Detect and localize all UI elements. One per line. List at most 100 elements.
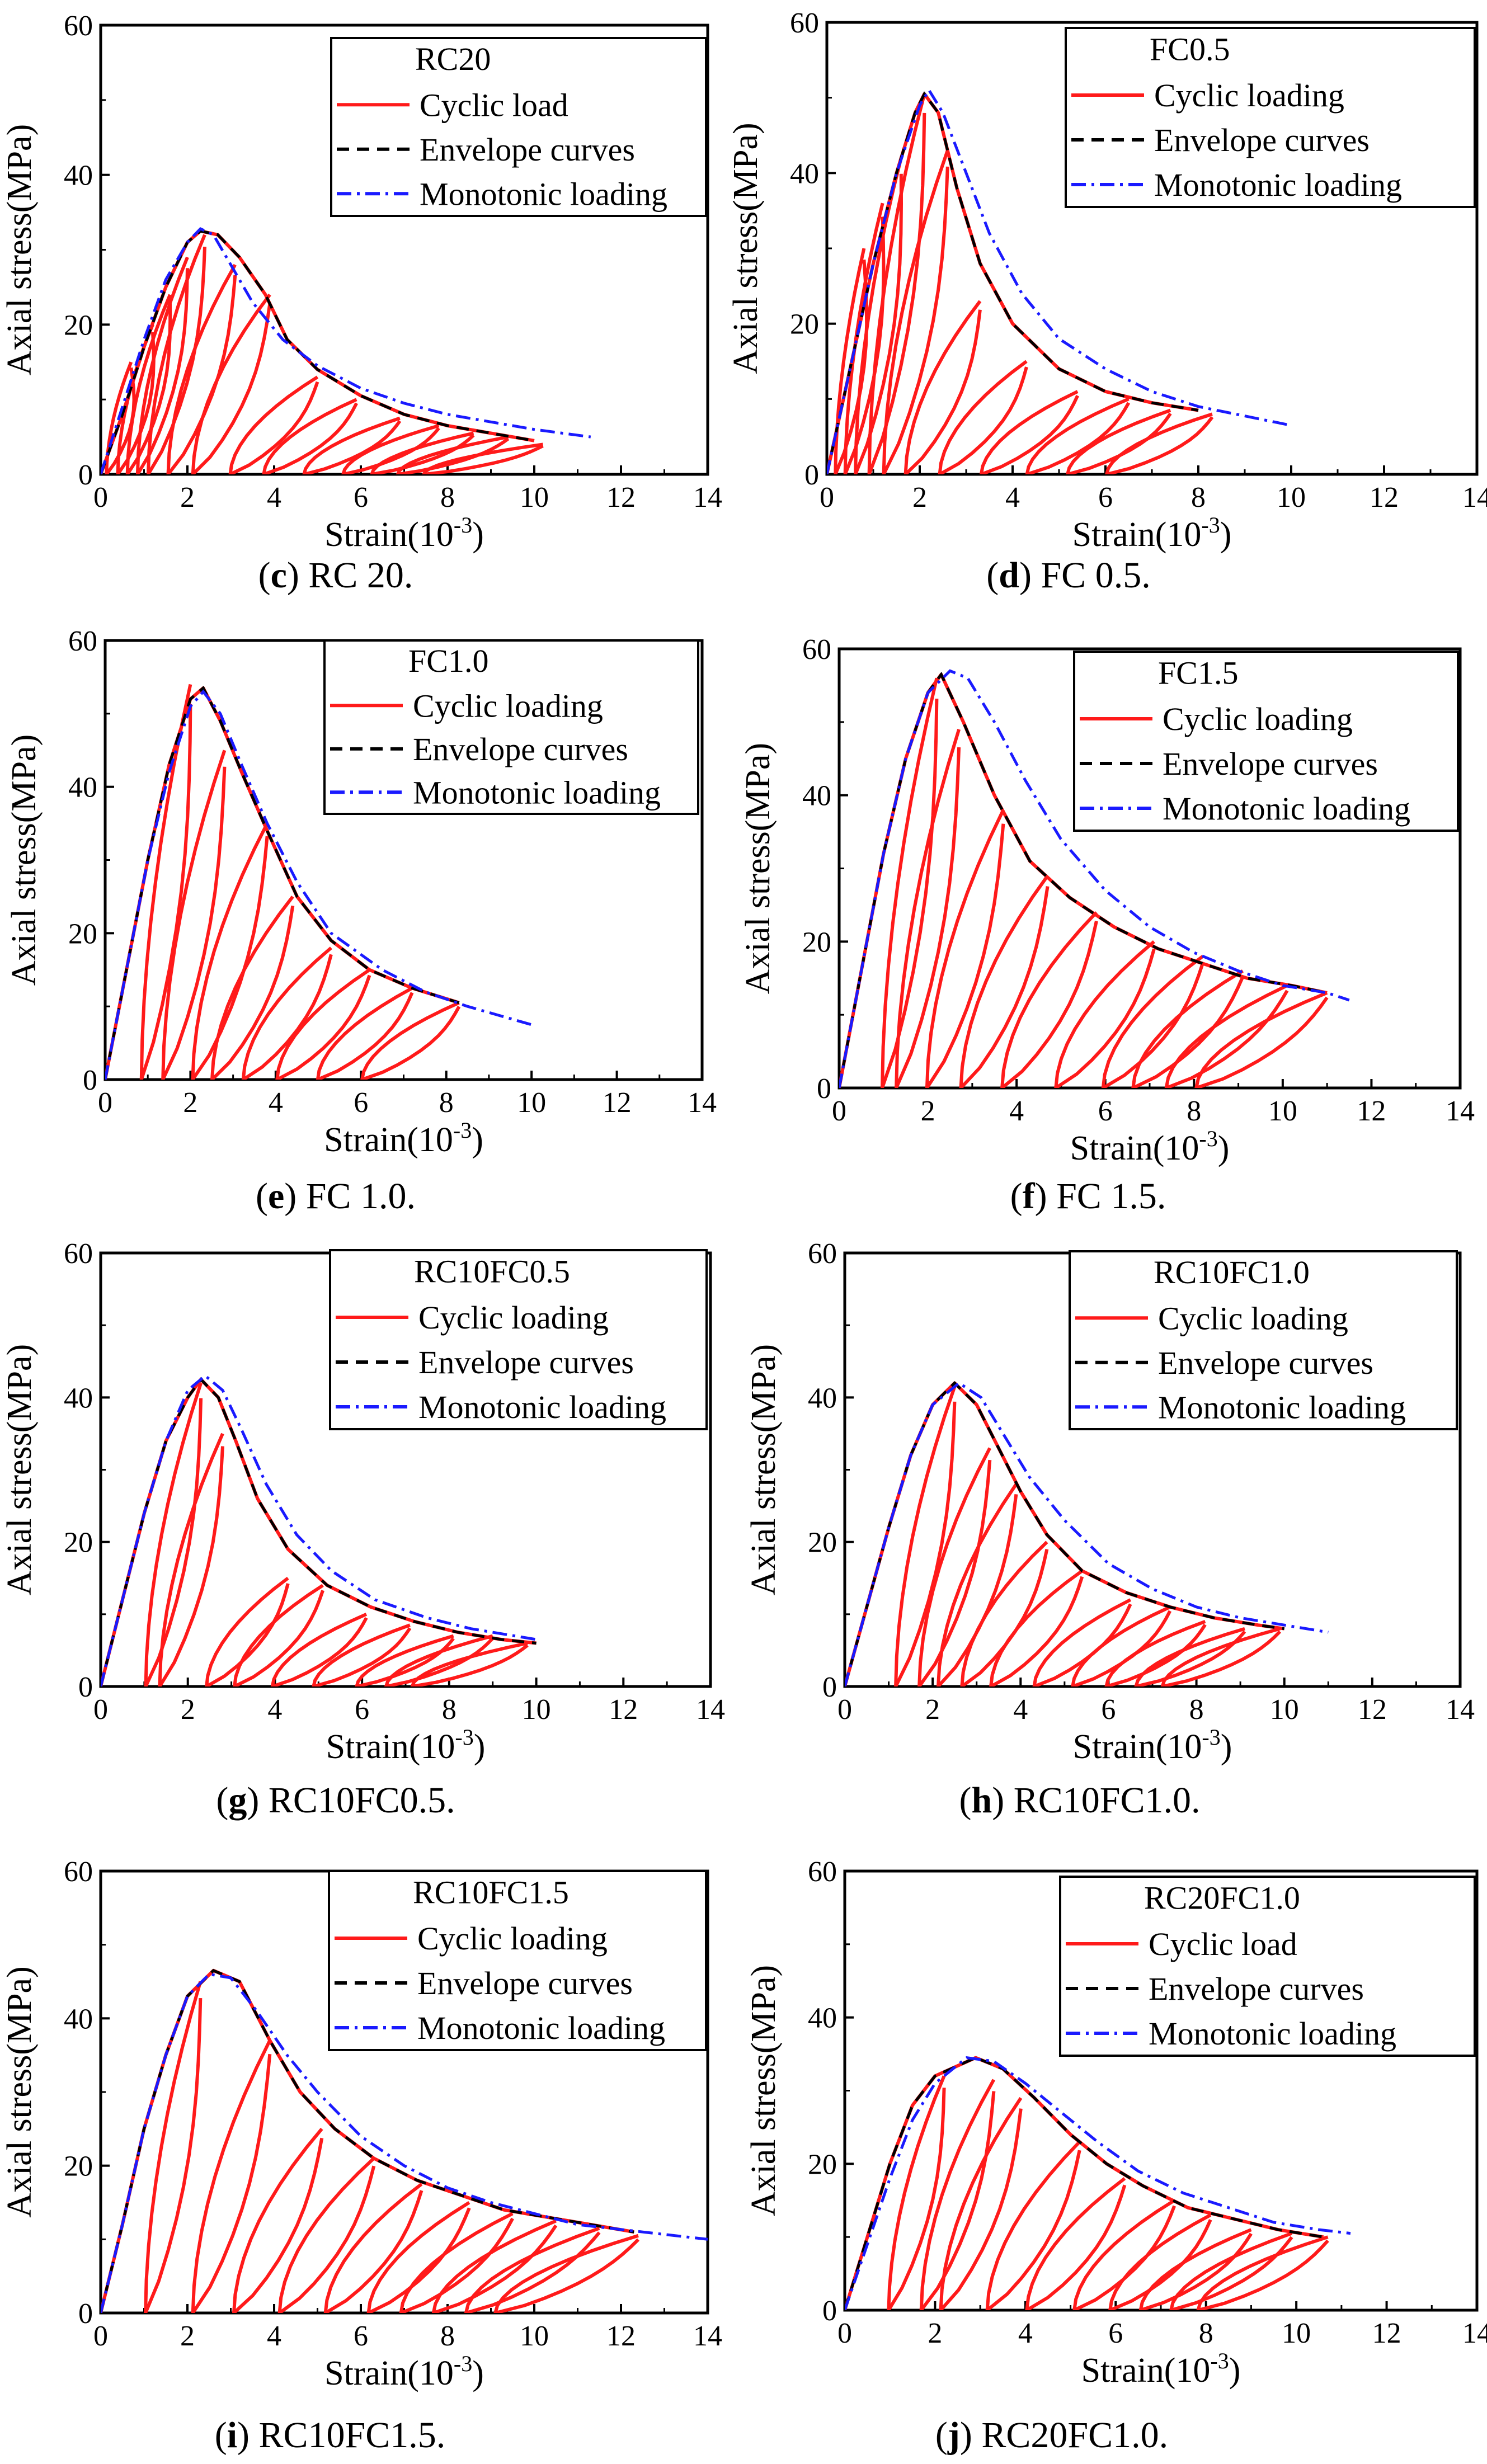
cyclic-loop — [1196, 2235, 1329, 2310]
legend-label: Monotonic loading — [413, 774, 661, 811]
cyclic-loop — [384, 1634, 494, 1686]
cyclic-loop — [938, 360, 1028, 474]
x-tick-label: 8 — [1191, 482, 1206, 513]
x-tick-label: 12 — [1358, 1694, 1387, 1726]
x-tick-label: 14 — [1446, 1694, 1475, 1726]
x-tick-label: 14 — [1462, 482, 1487, 513]
y-tick-label: 0 — [78, 1671, 93, 1703]
x-tick-label: 4 — [1005, 482, 1020, 513]
legend-title: RC10FC1.0 — [1154, 1254, 1310, 1290]
cyclic-skeleton — [845, 2056, 1324, 2310]
cyclic-loop — [277, 2157, 376, 2313]
cyclic-loop — [144, 1382, 203, 1686]
monotonic-curve — [101, 1374, 537, 1686]
chart-j: 0 2 4 6 8 10 12 14 0 20 40 60 Strain(10-3) Axial stre… — [745, 1856, 1487, 2456]
y-tick-label: 60 — [808, 1238, 837, 1270]
cyclic-loop — [191, 2039, 272, 2313]
legend: RC20 Cyclic load Envelope curves Monotonic … — [330, 37, 707, 217]
y-tick-label: 0 — [78, 2298, 93, 2330]
monotonic-curve — [101, 227, 591, 474]
legend-title: FC1.0 — [408, 643, 488, 679]
legend-box — [323, 639, 699, 815]
plot-area — [101, 227, 591, 474]
legend-label: Monotonic loading — [418, 1389, 666, 1425]
cyclic-loop — [1025, 397, 1131, 474]
x-tick-label: 0 — [820, 482, 834, 513]
cyclic-loop — [464, 2226, 601, 2313]
legend: RC10FC1.0 Cyclic loading Envelope curves Mo… — [1069, 1250, 1458, 1430]
x-tick-label: 6 — [355, 1694, 369, 1726]
cyclic-loop — [939, 2096, 1023, 2310]
chart-f: 0 2 4 6 8 10 12 14 0 20 40 60 Strain(10-3) Axial stre… — [739, 634, 1475, 1217]
legend-box — [330, 37, 707, 217]
x-tick-label: 14 — [1462, 2317, 1487, 2349]
x-tick-label: 8 — [1199, 2317, 1213, 2349]
cyclic-loop — [366, 2201, 471, 2313]
x-tick-label: 6 — [1098, 1095, 1113, 1127]
y-tick-label: 20 — [790, 309, 819, 341]
x-tick-label: 6 — [1108, 2317, 1123, 2349]
x-tick-label: 4 — [1009, 1095, 1024, 1127]
legend-title: RC20FC1.0 — [1144, 1880, 1300, 1916]
envelope-curve — [105, 686, 460, 1080]
x-tick-label: 10 — [1270, 1694, 1299, 1726]
cyclic-loop — [895, 729, 961, 1088]
legend: FC1.0 Cyclic loading Envelope curves Monoto… — [323, 639, 699, 815]
plot-area — [101, 1374, 537, 1686]
x-tick-label: 10 — [1277, 482, 1306, 513]
x-tick-label: 8 — [440, 2320, 455, 2352]
x-tick-label: 14 — [693, 482, 722, 513]
y-axis-label: Axial stress(MPa) — [1, 124, 39, 375]
x-tick-label: 4 — [1013, 1694, 1028, 1726]
y-tick-label: 0 — [78, 459, 93, 491]
cyclic-loop — [316, 986, 414, 1080]
x-axis-label: Strain(10-3) — [1073, 1725, 1232, 1766]
legend-title: RC10FC1.5 — [413, 1874, 569, 1911]
legend-label: Cyclic loading — [1158, 1300, 1348, 1336]
x-tick-label: 2 — [181, 1694, 195, 1726]
legend: FC1.5 Cyclic loading Envelope curves Monoto… — [1073, 651, 1459, 832]
legend-title: RC20 — [415, 41, 491, 77]
y-tick-label: 40 — [68, 772, 97, 804]
y-tick-label: 60 — [790, 7, 819, 39]
cyclic-loop — [323, 2183, 423, 2313]
legend-label: Cyclic loading — [417, 1920, 608, 1957]
y-tick-label: 20 — [68, 918, 97, 950]
legend: RC10FC1.5 Cyclic loading Envelope curves Mo… — [328, 1870, 707, 2051]
cyclic-loop — [1131, 969, 1245, 1088]
cyclic-loop — [985, 2141, 1081, 2310]
y-tick-label: 20 — [808, 1527, 837, 1559]
plot-area — [827, 87, 1292, 474]
y-axis-label: Axial stress(MPa) — [5, 734, 43, 986]
cyclic-loop — [937, 1483, 1018, 1686]
cyclic-loop — [1066, 408, 1172, 474]
envelope-curve — [845, 2056, 1324, 2310]
x-tick-label: 6 — [1101, 1694, 1116, 1726]
cyclic-loop — [1160, 1627, 1282, 1686]
x-tick-label: 10 — [520, 482, 549, 513]
x-tick-label: 8 — [439, 1087, 454, 1119]
cyclic-loop — [1071, 1605, 1172, 1686]
subfigure-caption: (i) RC10FC1.5. — [215, 2415, 446, 2456]
cyclic-loop — [302, 416, 402, 474]
legend-label: Envelope curves — [1163, 746, 1378, 782]
x-tick-label: 0 — [832, 1095, 846, 1127]
legend-label: Envelope curves — [1154, 122, 1370, 158]
cyclic-loop — [1104, 1619, 1207, 1686]
x-tick-label: 12 — [1370, 482, 1399, 513]
cyclic-loop — [139, 684, 192, 1080]
x-tick-label: 4 — [267, 482, 281, 513]
envelope-curve — [101, 1968, 634, 2313]
x-axis-label: Strain(10-3) — [1070, 1126, 1230, 1167]
legend-title: FC0.5 — [1150, 31, 1230, 68]
x-tick-label: 10 — [1282, 2317, 1311, 2349]
x-tick-label: 12 — [609, 1694, 638, 1726]
cyclic-loop — [262, 398, 358, 474]
x-tick-label: 2 — [180, 482, 195, 513]
y-tick-label: 0 — [804, 459, 819, 491]
chart-c: 0 2 4 6 8 10 12 14 0 20 40 60 Strain(10-3) Axial stre… — [1, 10, 722, 596]
x-tick-label: 2 — [912, 482, 927, 513]
y-tick-label: 40 — [64, 2003, 93, 2035]
y-tick-label: 40 — [790, 158, 819, 190]
